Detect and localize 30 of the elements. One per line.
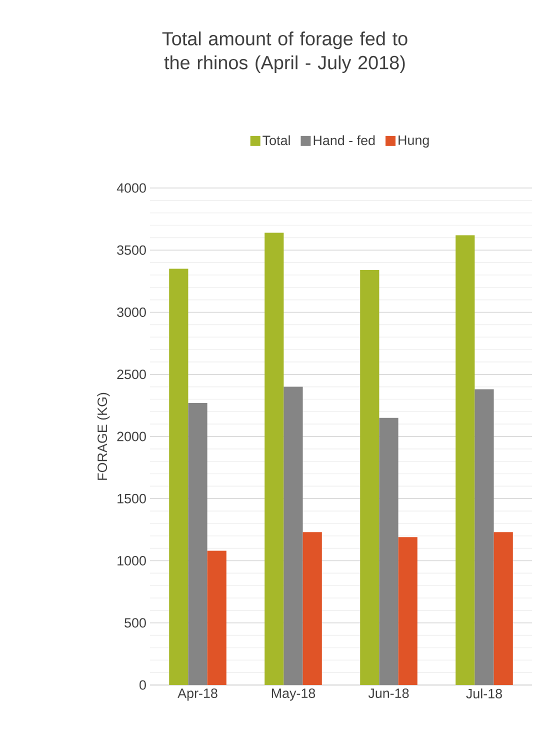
legend-label: Total	[262, 135, 290, 146]
legend-label: Hung	[398, 136, 429, 148]
bar	[379, 418, 398, 685]
bar	[474, 389, 494, 685]
bar	[456, 235, 475, 685]
bar	[264, 232, 284, 685]
y-tick-label: 2500	[117, 370, 146, 380]
y-tick-label: 2000	[117, 432, 146, 442]
bar	[207, 550, 226, 685]
y-axis-title: FORAGE (KG)	[97, 392, 110, 480]
x-tick-label: Apr-18	[178, 688, 218, 701]
y-tick-label: 1500	[118, 494, 146, 504]
bar	[398, 537, 418, 685]
bar	[302, 532, 322, 685]
y-tick-label: 4000	[116, 183, 146, 193]
bar	[494, 532, 513, 685]
bar	[188, 402, 208, 685]
y-tick-label: 1000	[118, 556, 146, 566]
x-tick-label: Jul-18	[466, 688, 502, 698]
bar	[360, 270, 380, 685]
y-tick-label: 500	[124, 618, 146, 628]
bar	[169, 268, 188, 685]
bar	[284, 386, 303, 685]
y-tick-label: 3000	[117, 307, 146, 318]
y-tick-label: 0	[140, 680, 146, 690]
x-tick-label: May-18	[272, 688, 316, 701]
chart-title: Total amount of forage fed to the rhinos (April - July 2018)	[162, 32, 408, 74]
legend-label: Hand - fed	[314, 135, 375, 146]
x-tick-label: Jun-18	[368, 688, 409, 698]
y-tick-label: 3500	[117, 245, 146, 255]
